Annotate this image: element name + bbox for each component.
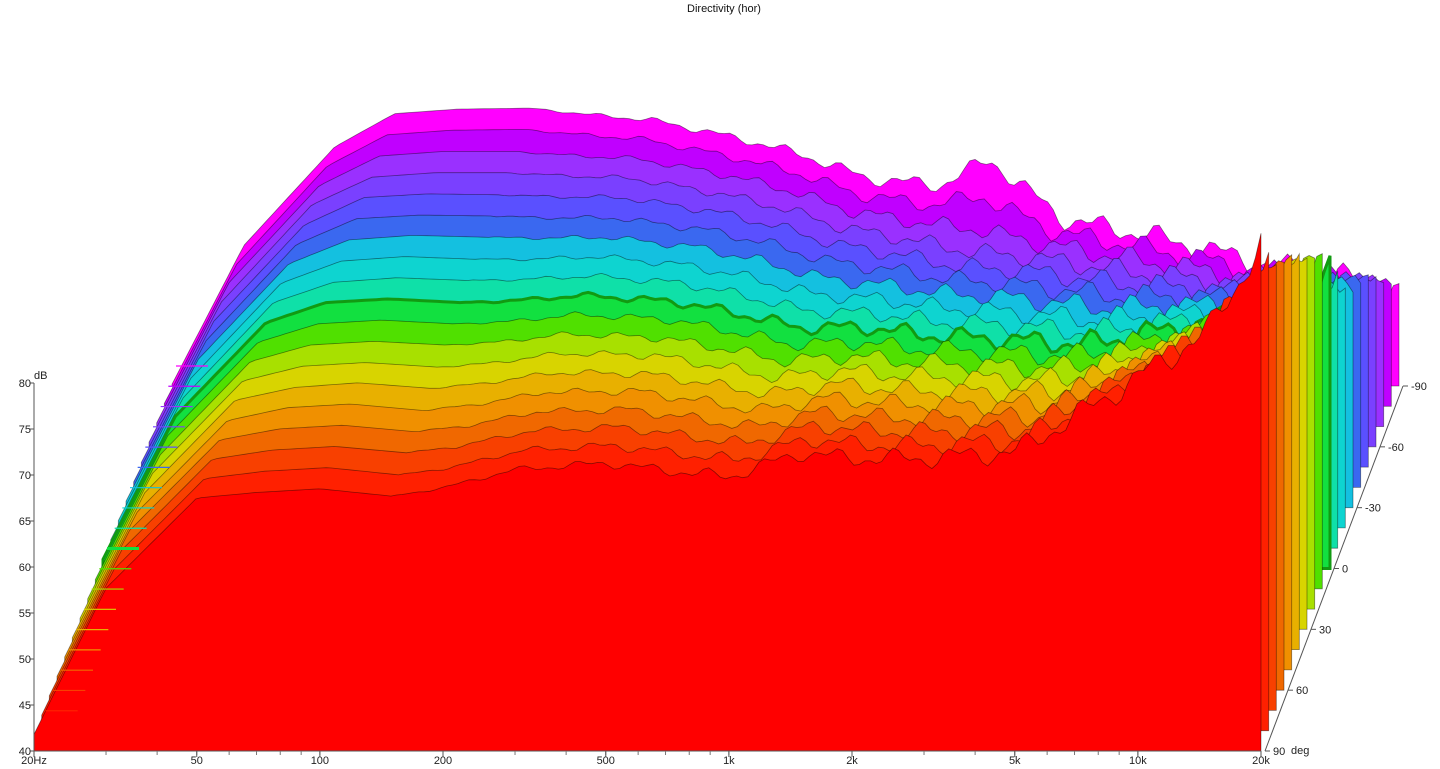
z-tick-label: -60 bbox=[1388, 442, 1404, 454]
z-tick-label: 0 bbox=[1342, 564, 1348, 576]
z-tick-label: -30 bbox=[1365, 503, 1381, 515]
x-tick-label: 200 bbox=[434, 755, 452, 767]
x-tick-label: 10k bbox=[1129, 755, 1147, 767]
x-tick-label: 50 bbox=[191, 755, 203, 767]
z-tick-label: 90 bbox=[1273, 746, 1285, 758]
y-tick-label: 45 bbox=[19, 700, 31, 712]
z-tick-label: 30 bbox=[1319, 624, 1331, 636]
z-axis: -90 -60 -30 0 30 60 90 bbox=[1264, 381, 1427, 758]
chart-title: Directivity (hor) bbox=[687, 3, 761, 15]
y-tick-label: 75 bbox=[19, 424, 31, 436]
x-tick-label: 5k bbox=[1009, 755, 1021, 767]
y-tick-label: 70 bbox=[19, 470, 31, 482]
x-tick-label: 1k bbox=[723, 755, 735, 767]
x-tick-label: 20Hz bbox=[21, 755, 47, 767]
directivity-layers bbox=[33, 107, 1400, 752]
y-tick-label: 40 bbox=[19, 746, 31, 758]
x-tick-label: 500 bbox=[597, 755, 615, 767]
x-tick-label: 2k bbox=[846, 755, 858, 767]
x-tick-label: 100 bbox=[311, 755, 329, 767]
y-axis-label: dB bbox=[34, 370, 47, 382]
y-tick-label: 50 bbox=[19, 654, 31, 666]
y-tick-label: 55 bbox=[19, 608, 31, 620]
z-tick-label: -90 bbox=[1411, 381, 1427, 393]
series-layer-90-deg bbox=[33, 233, 1262, 752]
x-axis: 20Hz 50 100 200 500 1k 2k 5k 10k 20k bbox=[21, 750, 1270, 767]
x-tick-label: 20k bbox=[1252, 755, 1270, 767]
z-tick-label: 60 bbox=[1296, 685, 1308, 697]
y-tick-label: 80 bbox=[19, 378, 31, 390]
y-tick-label: 65 bbox=[19, 516, 31, 528]
y-tick-label: 60 bbox=[19, 562, 31, 574]
z-axis-label: deg bbox=[1291, 745, 1309, 757]
y-axis-wall: 80 75 70 65 60 55 50 45 40 bbox=[19, 365, 208, 758]
